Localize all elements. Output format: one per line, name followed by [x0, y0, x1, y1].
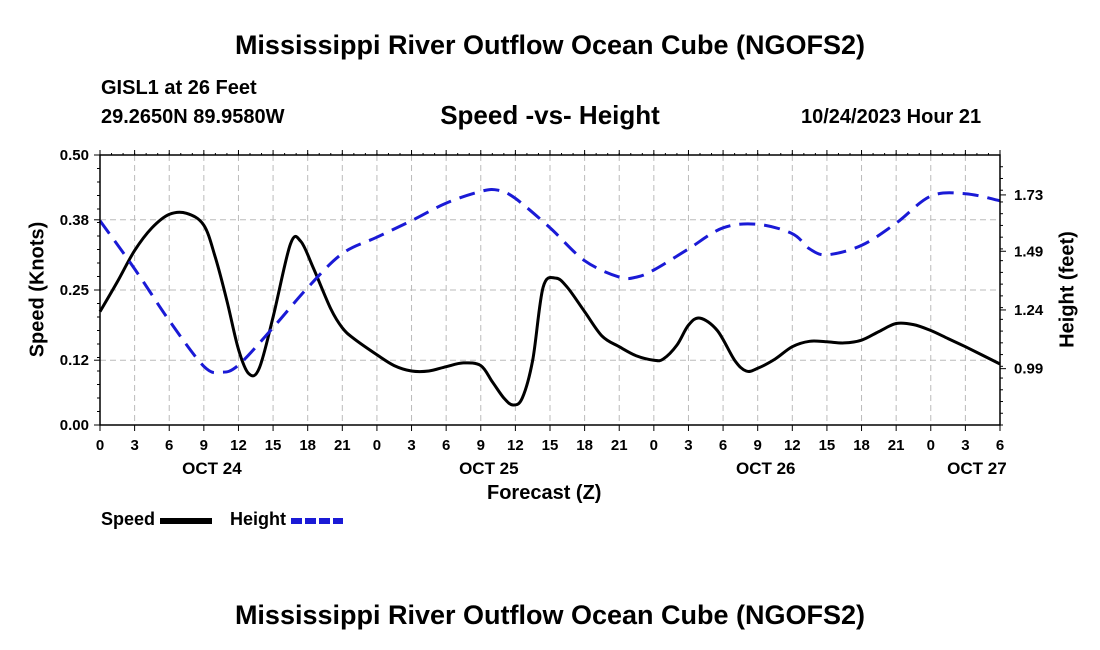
x-tick-label: 21 [611, 437, 628, 454]
y-tick-label: 0.25 [60, 282, 89, 299]
x-tick-label: 9 [200, 437, 208, 454]
date-label: OCT 25 [459, 459, 519, 478]
x-tick-label: 0 [650, 437, 658, 454]
legend-height-swatch [291, 518, 343, 524]
labels-layer: 0 3 6 9 12 15 18 21 0 3 6 9 12 15 18 21 0 3 6 9 12 15 18 21 0 3 6O… [60, 147, 1044, 478]
y2-tick-label: 1.24 [1014, 302, 1044, 319]
x-tick-label: 3 [961, 437, 969, 454]
y-tick-label: 0.12 [60, 352, 89, 369]
x-tick-label: 0 [373, 437, 381, 454]
footer-title: Mississippi River Outflow Ocean Cube (NG… [234, 600, 866, 630]
x-tick-label: 6 [442, 437, 450, 454]
x-tick-label: 12 [507, 437, 524, 454]
date-label: OCT 24 [182, 459, 242, 478]
date-label: OCT 26 [736, 459, 796, 478]
chart-main-title: Mississippi River Outflow Ocean Cube (NG… [234, 30, 866, 60]
x-tick-label: 6 [996, 437, 1004, 454]
forecast-datetime: 10/24/2023 Hour 21 [801, 106, 982, 128]
x-tick-label: 12 [230, 437, 247, 454]
x-tick-label: 0 [96, 437, 104, 454]
speed-series-line [98, 210, 1001, 407]
y2-axis-title: Height (feet) [1056, 231, 1079, 348]
x-tick-label: 3 [130, 437, 138, 454]
x-tick-label: 18 [299, 437, 316, 454]
x-tick-label: 12 [784, 437, 801, 454]
x-tick-label: 21 [334, 437, 351, 454]
legend-height-label: Height [230, 509, 286, 529]
y2-tick-label: 1.73 [1014, 187, 1043, 204]
y-axis-title: Speed (Knots) [26, 221, 49, 358]
y-tick-label: 0.38 [60, 212, 89, 229]
y-tick-label: 0.00 [60, 417, 89, 434]
x-tick-label: 9 [754, 437, 762, 454]
y-tick-label: 0.50 [60, 147, 89, 164]
chart-subtitle: Speed -vs- Height [440, 100, 660, 130]
legend-speed-swatch [160, 518, 212, 524]
x-tick-label: 18 [853, 437, 870, 454]
y2-tick-label: 1.49 [1014, 243, 1043, 260]
x-tick-label: 18 [576, 437, 593, 454]
station-coordinates: 29.2650N 89.9580W [101, 106, 285, 128]
x-tick-label: 9 [477, 437, 485, 454]
grid-layer [100, 155, 1000, 425]
legend-speed-label: Speed [101, 509, 156, 529]
ticks-layer [94, 150, 1006, 431]
station-label: GISL1 at 26 Feet [101, 77, 257, 99]
x-tick-label: 6 [165, 437, 173, 454]
x-tick-label: 6 [719, 437, 727, 454]
y2-tick-label: 0.99 [1014, 361, 1043, 378]
x-tick-label: 15 [265, 437, 282, 454]
x-tick-label: 3 [684, 437, 692, 454]
x-tick-label: 15 [819, 437, 836, 454]
date-label: OCT 27 [947, 459, 1007, 478]
height-series-line [98, 187, 1001, 375]
series-layer [98, 187, 1001, 407]
x-tick-label: 0 [927, 437, 935, 454]
x-tick-label: 3 [407, 437, 415, 454]
x-tick-label: 21 [888, 437, 905, 454]
speed-height-chart: 0 3 6 9 12 15 18 21 0 3 6 9 12 15 18 21 0 3 6 9 12 15 18 21 0 3 6O… [60, 147, 1044, 478]
x-tick-label: 15 [542, 437, 559, 454]
x-axis-title: Forecast (Z) [487, 482, 602, 504]
